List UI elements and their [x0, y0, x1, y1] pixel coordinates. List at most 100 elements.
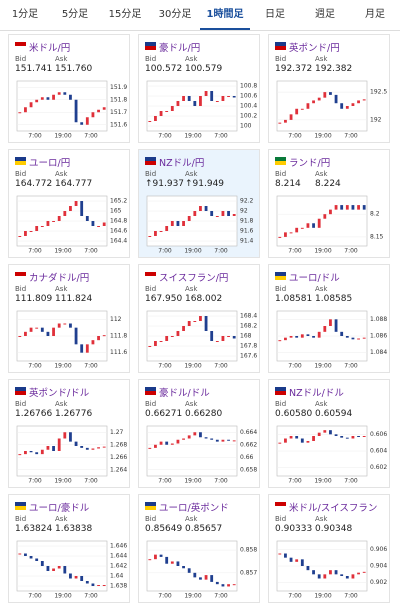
tab[interactable]: 15分足 — [108, 9, 142, 20]
y-tick-label: 1.086 — [370, 333, 387, 340]
tab[interactable]: 1分足 — [11, 9, 39, 20]
candle — [24, 107, 27, 113]
rate-card[interactable]: スイスフラン/円 Bid Ask 167.950 168.002 168.4 168.2 16… — [138, 264, 260, 373]
candle — [289, 114, 293, 120]
x-tick-label: 19:00 — [184, 363, 201, 370]
candle — [221, 336, 225, 341]
pair-name: ユーロ/英ポンド — [159, 503, 229, 514]
candle — [154, 116, 157, 121]
x-tick-label: 7:00 — [214, 593, 228, 600]
pair-name: 米ドル/円 — [29, 43, 71, 54]
ask-label: Ask — [315, 400, 328, 408]
rate-card[interactable]: ユーロ/円 Bid Ask 164.772 164.777 165.2 165 164.8 16… — [8, 149, 130, 258]
candle — [91, 112, 95, 118]
x-tick-label: 7:00 — [344, 363, 358, 370]
candle — [312, 223, 315, 228]
bid-price: 1.63824 — [15, 524, 53, 534]
candle — [199, 577, 202, 580]
pair-name: カナダドル/円 — [29, 273, 90, 284]
y-tick-label: 151.9 — [110, 84, 127, 91]
candle — [357, 100, 360, 104]
candle — [317, 331, 321, 338]
candle — [40, 97, 44, 100]
y-tick-label: 112 — [110, 316, 122, 323]
ask-price: 1.26776 — [55, 409, 93, 419]
bid-label: Bid — [15, 515, 27, 523]
ask-label: Ask — [55, 170, 68, 178]
flag-icon — [145, 272, 156, 280]
rate-card[interactable]: ランド/円 Bid Ask 8.214 8.224 8.2 8.15 7:00 19:00 7:0… — [268, 149, 390, 258]
flag-icon — [145, 502, 156, 510]
candle — [210, 438, 214, 440]
bid-label: Bid — [275, 285, 287, 293]
y-tick-label: 100.8 — [240, 83, 257, 90]
y-tick-label: 0.664 — [240, 429, 257, 436]
flag-icon — [275, 157, 286, 165]
candle — [165, 441, 169, 445]
candle — [97, 447, 100, 449]
rate-card[interactable]: カナダドル/円 Bid Ask 111.809 111.824 112 111.8 111.6… — [8, 264, 130, 373]
x-tick-label: 7:00 — [288, 133, 302, 140]
candle — [227, 584, 230, 587]
candle — [102, 107, 106, 110]
y-tick-label: 0.606 — [370, 431, 387, 438]
ask-label: Ask — [315, 285, 328, 293]
candle — [323, 214, 327, 219]
y-tick-label: 8.15 — [370, 233, 384, 240]
bid-price: 164.772 — [15, 179, 53, 189]
x-tick-label: 7:00 — [158, 593, 172, 600]
tab[interactable]: 月足 — [365, 9, 385, 20]
candle — [46, 446, 50, 450]
candle — [210, 331, 214, 341]
flag-icon — [275, 387, 286, 395]
tab[interactable]: 日足 — [265, 9, 285, 20]
y-tick-label: 92 — [240, 208, 248, 215]
flag-icon — [15, 502, 26, 510]
rate-card[interactable]: 英ポンド/ドル Bid Ask 1.26766 1.26776 1.27 1.268 1.26… — [8, 379, 130, 488]
tab[interactable]: 1時間足 — [200, 0, 250, 30]
y-tick-label: 1.084 — [370, 349, 387, 356]
rate-card[interactable]: ユーロ/ドル Bid Ask 1.08581 1.08585 1.088 1.086 1.08… — [268, 264, 390, 373]
candle — [69, 573, 72, 579]
tab[interactable]: 5分足 — [61, 9, 89, 20]
rate-card[interactable]: 豪ドル/円 Bid Ask 100.572 100.579 100.8 100.6 100.4… — [138, 34, 260, 143]
candle — [57, 216, 61, 221]
candle — [91, 221, 95, 226]
rate-card[interactable]: ユーロ/英ポンド Bid Ask 0.85649 0.85657 0.858 0.857 7:… — [138, 494, 260, 603]
candle — [102, 335, 106, 337]
x-tick-label: 7:00 — [214, 363, 228, 370]
rate-card[interactable]: NZドル/円 Bid Ask ↑91.937 ↑91.949 92.2 92 91.8 91.6… — [138, 149, 260, 258]
tab[interactable]: 30分足 — [158, 9, 192, 20]
plot-frame — [146, 425, 238, 477]
rate-card[interactable]: 米ドル/スイスフラン Bid Ask 0.90333 0.90348 0.906 0.904… — [268, 494, 390, 603]
y-tick-label: 0.906 — [370, 546, 387, 553]
y-tick-label: 1.268 — [110, 441, 127, 448]
x-tick-label: 19:00 — [54, 133, 71, 140]
candle — [52, 94, 55, 100]
y-tick-label: 91.6 — [240, 228, 254, 235]
ask-label: Ask — [55, 400, 68, 408]
rate-card[interactable]: NZドル/ドル Bid Ask 0.60580 0.60594 0.606 0.604 0.6… — [268, 379, 390, 488]
bid-label: Bid — [145, 55, 157, 63]
mini-chart: 1.088 1.086 1.084 7:00 19:00 7:00 — [276, 310, 387, 370]
y-tick-label: 111.6 — [110, 349, 127, 356]
tab[interactable]: 週足 — [315, 9, 335, 20]
candle — [187, 96, 191, 101]
candle — [57, 438, 61, 451]
rate-card[interactable]: 豪ドル/ドル Bid Ask 0.66271 0.66280 0.664 0.662 0.66… — [138, 379, 260, 488]
x-tick-label: 7:00 — [214, 248, 228, 255]
rate-card[interactable]: 米ドル/円 Bid Ask 151.741 151.760 151.9 151.8 151.7… — [8, 34, 130, 143]
candle — [29, 451, 33, 453]
candle — [74, 99, 78, 123]
bid-price: 0.85649 — [145, 524, 183, 534]
flag-icon — [15, 42, 26, 50]
ask-label: Ask — [55, 515, 68, 523]
pair-name: 英ポンド/円 — [289, 43, 340, 54]
rate-card[interactable]: 英ポンド/円 Bid Ask 192.372 192.382 192.5 192 7:00 19… — [268, 34, 390, 143]
candle — [232, 440, 236, 442]
mini-chart: 1.646 1.644 1.642 1.64 1.638 7:00 19:00 7:00 — [16, 540, 127, 600]
ask-price: ↑91.949 — [185, 179, 225, 189]
candle — [159, 554, 163, 557]
rate-card[interactable]: ユーロ/豪ドル Bid Ask 1.63824 1.63838 1.646 1.644 1.6… — [8, 494, 130, 603]
